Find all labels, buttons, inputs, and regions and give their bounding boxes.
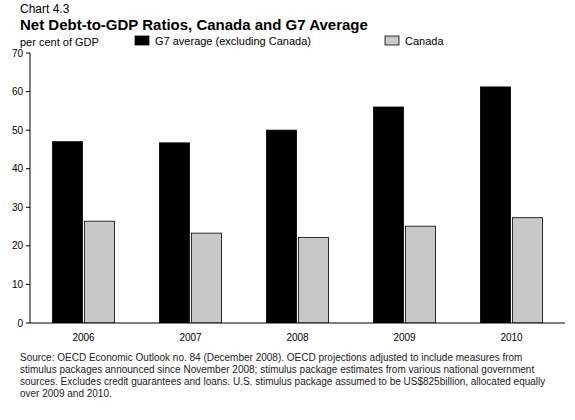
bar (192, 233, 222, 323)
y-tick (26, 284, 30, 285)
x-axis (30, 323, 565, 324)
bar (267, 130, 297, 323)
chart-label: Chart 4.3 (20, 2, 70, 16)
source-note: Source: OECD Economic Outlook no. 84 (De… (20, 352, 560, 400)
bar (160, 143, 190, 323)
y-tick-label: 20 (12, 240, 24, 251)
chart-container: Chart 4.3Net Debt-to-GDP Ratios, Canada … (0, 0, 575, 420)
bar (481, 87, 511, 323)
y-tick-label: 60 (12, 86, 24, 97)
bar (53, 142, 83, 323)
x-tick-label: 2009 (393, 332, 416, 343)
x-tick-label: 2008 (286, 332, 309, 343)
x-tick-label: 2007 (179, 332, 202, 343)
y-tick-label: 70 (12, 48, 24, 59)
y-tick-label: 10 (12, 279, 24, 290)
bars (53, 87, 543, 323)
y-tick (26, 245, 30, 246)
y-tick-label: 0 (17, 318, 23, 329)
bar (299, 237, 329, 323)
legend-label: Canada (405, 35, 444, 47)
y-tick (26, 207, 30, 208)
y-tick (26, 91, 30, 92)
y-tick (26, 130, 30, 131)
y-tick-label: 50 (12, 125, 24, 136)
y-axis-label: per cent of GDP (20, 36, 99, 48)
x-tick-label: 2010 (500, 332, 523, 343)
x-tick-label: 2006 (72, 332, 95, 343)
y-tick (26, 53, 30, 54)
y-tick-label: 40 (12, 163, 24, 174)
legend-swatch (135, 36, 149, 45)
y-tick (26, 168, 30, 169)
bar (406, 226, 436, 323)
y-tick-label: 30 (12, 202, 24, 213)
bar (374, 107, 404, 323)
bar (513, 218, 543, 323)
chart-title: Net Debt-to-GDP Ratios, Canada and G7 Av… (20, 16, 368, 33)
y-tick (26, 323, 30, 324)
legend-swatch (385, 36, 399, 45)
bar (85, 221, 115, 323)
y-axis (30, 53, 31, 323)
legend-label: G7 average (excluding Canada) (155, 35, 311, 47)
